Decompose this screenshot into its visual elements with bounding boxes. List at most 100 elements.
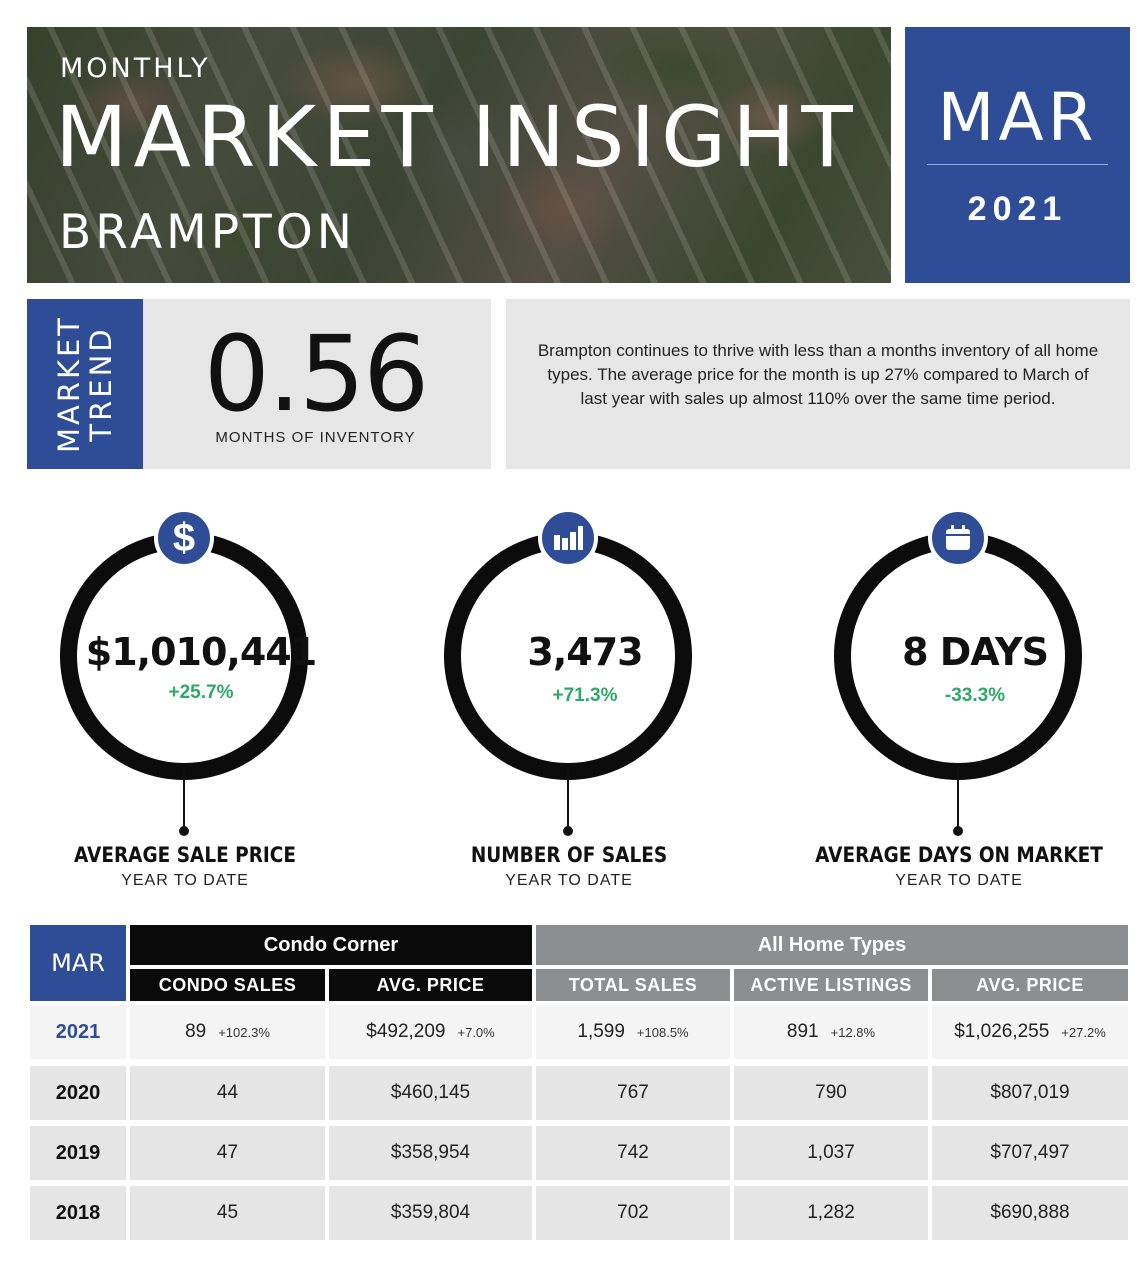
- metric-sublabel: YEAR TO DATE: [895, 872, 1023, 889]
- metric-connector: [183, 767, 185, 829]
- table-cell: 1,037: [734, 1126, 928, 1180]
- metric-value: 3,473: [527, 630, 643, 674]
- description-text: Brampton continues to thrive with less t…: [537, 341, 1099, 408]
- table-cell-value: 1,599: [577, 1021, 625, 1042]
- header-monthly: MONTHLY: [60, 53, 211, 84]
- table-cell-value: $1,026,255: [954, 1021, 1050, 1042]
- table-cell-change: +7.0%: [457, 1024, 495, 1040]
- table-cell-value: $460,145: [390, 1082, 471, 1103]
- metric-value: 8 DAYS: [902, 630, 1049, 674]
- inventory-value: 0.56: [203, 313, 430, 435]
- header-title: MARKET INSIGHT: [55, 88, 859, 186]
- date-divider: [927, 164, 1108, 165]
- table-cell: $690,888: [932, 1186, 1128, 1240]
- table-header-avg-price: AVG. PRICE: [932, 969, 1128, 1001]
- table-cell-change: +102.3%: [218, 1024, 270, 1040]
- table-cell-value: 1,282: [807, 1202, 855, 1223]
- market-trend-line1: MARKET: [52, 314, 86, 454]
- table-cell: $1,026,255 +27.2%: [932, 1005, 1128, 1059]
- date-year: 2021: [967, 190, 1068, 228]
- table-corner-month: MAR: [30, 925, 126, 1001]
- table-cell-value: 44: [216, 1082, 239, 1103]
- table-cell: $460,145: [329, 1066, 532, 1120]
- description-panel: Brampton continues to thrive with less t…: [506, 299, 1130, 469]
- market-trend-line2: TREND: [84, 326, 118, 442]
- metric-average-sale-price: $1,010,441 +25.7% $ AVERAGE SALE PRICE Y…: [60, 508, 317, 908]
- metric-connector: [957, 767, 959, 829]
- table-cell: 45: [130, 1186, 325, 1240]
- table-header-active-listings: ACTIVE LISTINGS: [734, 969, 928, 1001]
- table-cell: 742: [536, 1126, 730, 1180]
- table-cell-value: $359,804: [390, 1202, 471, 1223]
- table-cell: $492,209 +7.0%: [329, 1005, 532, 1059]
- table-cell-value: $492,209: [366, 1021, 446, 1042]
- table-cell: 702: [536, 1186, 730, 1240]
- metric-ring: 3,473 +71.3%: [444, 532, 692, 780]
- table-cell-value: 1,037: [807, 1142, 855, 1163]
- table-cell-value: 89: [185, 1021, 207, 1042]
- table-cell-value: $690,888: [990, 1202, 1070, 1223]
- table-row-year: 2021: [30, 1005, 126, 1059]
- market-trend-tag-text: MARKET TREND: [52, 314, 118, 454]
- table-cell-value: 767: [617, 1082, 649, 1103]
- market-trend-tag: MARKET TREND: [27, 299, 143, 469]
- metric-connector-dot: [953, 826, 963, 836]
- table-cell-value: 47: [216, 1142, 239, 1163]
- table-cell-change: +12.8%: [830, 1024, 876, 1040]
- calendar-icon: [928, 508, 988, 568]
- table-row-year: 2018: [30, 1186, 126, 1240]
- table-cell: 1,599 +108.5%: [536, 1005, 730, 1059]
- metric-average-days-on-market: 8 DAYS -33.3% AVERAGE DAYS ON MARKET YEA…: [815, 508, 1103, 908]
- table-group-all-home-types: All Home Types: [536, 925, 1128, 965]
- inventory-panel: 0.56 MONTHS OF INVENTORY: [143, 299, 491, 469]
- table-cell-value: 891: [786, 1021, 819, 1042]
- table-row-year: 2020: [30, 1066, 126, 1120]
- metric-change: -33.3%: [944, 685, 1006, 706]
- header-city: BRAMPTON: [59, 205, 356, 260]
- table-cell-value: $358,954: [390, 1142, 471, 1163]
- metric-label: NUMBER OF SALES: [470, 843, 668, 867]
- bar-chart-icon: [538, 508, 598, 568]
- metric-change: +71.3%: [552, 685, 618, 706]
- inventory-label: MONTHS OF INVENTORY: [215, 429, 416, 446]
- table-cell: 47: [130, 1126, 325, 1180]
- table-header-total-sales: TOTAL SALES: [536, 969, 730, 1001]
- table-cell-change: +108.5%: [636, 1024, 689, 1040]
- table-group-condo: Condo Corner: [130, 925, 532, 965]
- table-cell: $359,804: [329, 1186, 532, 1240]
- table-cell: $807,019: [932, 1066, 1128, 1120]
- metric-number-of-sales: 3,473 +71.3% NUMBER OF SALES YEAR TO DAT…: [444, 508, 694, 908]
- date-month: MAR: [937, 79, 1098, 156]
- table-cell: 790: [734, 1066, 928, 1120]
- table-cell-value: $807,019: [990, 1082, 1070, 1103]
- dollar-icon: $: [154, 508, 214, 568]
- table-cell: 767: [536, 1066, 730, 1120]
- table-header-condo-avg-price: AVG. PRICE: [329, 969, 532, 1001]
- table-cell: $707,497: [932, 1126, 1128, 1180]
- table-cell-value: 45: [216, 1202, 239, 1223]
- metric-value: $1,010,441: [85, 630, 317, 674]
- date-badge: MAR 2021: [905, 27, 1130, 283]
- table-cell-change: +27.2%: [1061, 1024, 1106, 1040]
- table-cell: $358,954: [329, 1126, 532, 1180]
- table-cell-value: $707,497: [990, 1142, 1070, 1163]
- table-cell: 89 +102.3%: [130, 1005, 325, 1059]
- table-header-condo-sales: CONDO SALES: [130, 969, 325, 1001]
- metric-change: +25.7%: [168, 682, 234, 703]
- metric-connector: [567, 767, 569, 829]
- metric-sublabel: YEAR TO DATE: [505, 872, 633, 889]
- table-cell: 891 +12.8%: [734, 1005, 928, 1059]
- metric-sublabel: YEAR TO DATE: [121, 872, 249, 889]
- header-aerial-image: MONTHLY MARKET INSIGHT BRAMPTON: [27, 27, 891, 283]
- table-row-year: 2019: [30, 1126, 126, 1180]
- table-cell: 1,282: [734, 1186, 928, 1240]
- metric-connector-dot: [179, 826, 189, 836]
- metric-label: AVERAGE DAYS ON MARKET: [815, 843, 1103, 867]
- table-cell-value: 702: [617, 1202, 649, 1223]
- metric-ring: 8 DAYS -33.3%: [834, 532, 1082, 780]
- table-cell-value: 790: [815, 1082, 847, 1103]
- metric-ring: $1,010,441 +25.7%: [60, 532, 317, 780]
- metric-label: AVERAGE SALE PRICE: [73, 843, 297, 867]
- table-cell-value: 742: [617, 1142, 649, 1163]
- metric-connector-dot: [563, 826, 573, 836]
